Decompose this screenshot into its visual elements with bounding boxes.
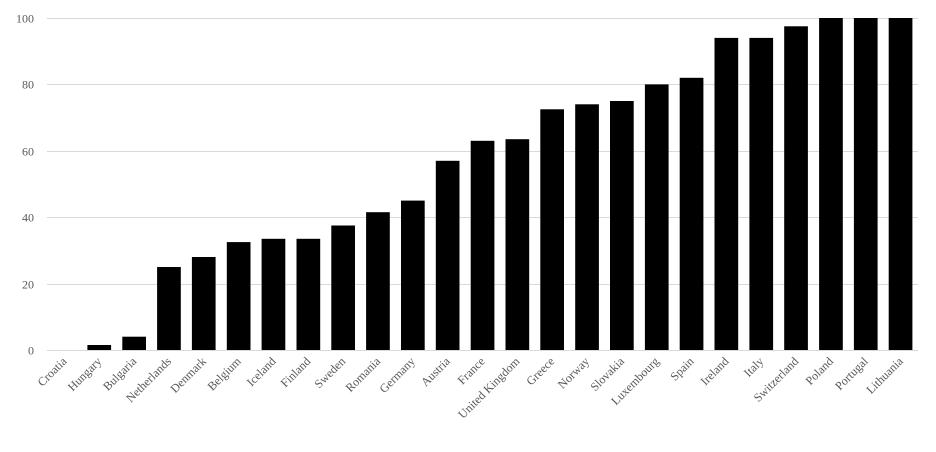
category-label: Hungary	[65, 354, 105, 394]
y-axis-ticks: 0 20 40 60 80 100	[16, 12, 34, 358]
category-label: Spain	[667, 354, 696, 383]
bar-belgium	[226, 242, 251, 350]
bar-lithuania	[888, 18, 913, 350]
bar-netherlands	[157, 267, 181, 350]
category-label: Ireland	[698, 354, 732, 388]
bar-finland	[296, 238, 321, 350]
category-label: Poland	[803, 354, 836, 387]
bar-romania	[366, 212, 390, 350]
bar-france	[470, 140, 495, 350]
category-label: Denmark	[167, 354, 208, 395]
bar-hungary	[87, 345, 112, 350]
y-tick-label: 80	[22, 78, 34, 92]
category-label: Germany	[376, 354, 417, 395]
category-label: Lithuania	[863, 354, 906, 397]
bar-luxembourg	[644, 84, 669, 351]
y-tick-label: 20	[22, 278, 34, 292]
bar-ireland	[714, 37, 739, 351]
bar-poland	[819, 18, 843, 350]
y-tick-label: 0	[28, 344, 34, 358]
category-label: Finland	[278, 354, 314, 390]
bar-bulgaria	[122, 336, 146, 350]
category-label: France	[455, 354, 488, 387]
bar-portugal	[853, 18, 878, 350]
bar-united-kingdom	[505, 139, 530, 350]
y-tick-label: 40	[22, 211, 34, 225]
y-tick-label: 60	[22, 145, 34, 159]
bar-spain	[679, 77, 704, 351]
bar-slovakia	[610, 101, 634, 350]
bar-italy	[749, 37, 774, 351]
bar-denmark	[191, 257, 216, 350]
category-label: United Kingdom	[455, 354, 523, 422]
bar-norway	[575, 104, 599, 350]
bar-switzerland	[784, 26, 808, 351]
bar-austria	[435, 160, 460, 350]
bar-iceland	[261, 238, 286, 350]
category-label: Greece	[523, 354, 557, 388]
category-label: Italy	[741, 354, 766, 379]
bar-germany	[401, 200, 425, 350]
bar-sweden	[331, 225, 355, 350]
category-label: Romania	[343, 354, 384, 395]
bar-greece	[540, 109, 564, 350]
x-axis-category-labels: CroatiaHungaryBulgariaNetherlandsDenmark…	[35, 354, 907, 422]
category-label: Austria	[418, 354, 453, 389]
bars	[87, 18, 913, 351]
category-label: Belgium	[205, 354, 245, 394]
category-label: Norway	[555, 354, 592, 391]
y-tick-label: 100	[16, 12, 34, 26]
category-label: Iceland	[244, 354, 279, 389]
